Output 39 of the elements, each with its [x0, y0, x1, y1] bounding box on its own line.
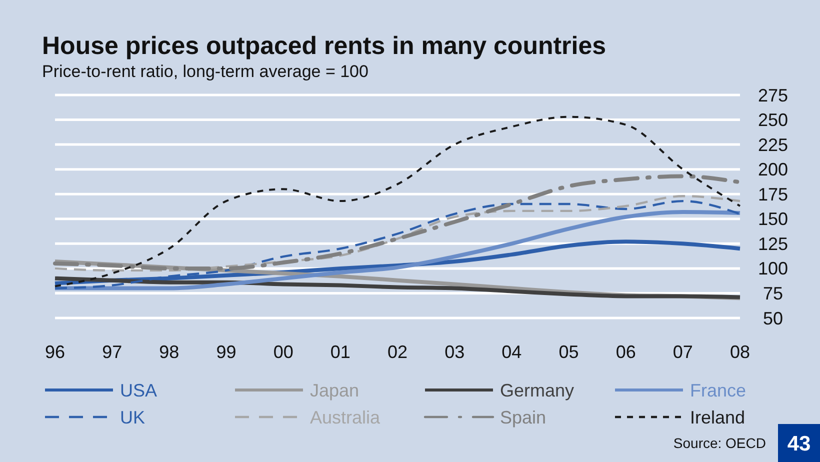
source-note: Source: OECD [673, 434, 766, 451]
text: 43 [787, 432, 811, 456]
x-tick-label: 99 [216, 342, 236, 362]
x-tick-label: 08 [730, 342, 750, 362]
x-tick-label: 01 [330, 342, 350, 362]
y-tick-label: 125 [758, 234, 788, 254]
y-tick-label: 175 [758, 184, 788, 204]
y-tick-label: 275 [758, 85, 788, 106]
line-series [54, 116, 741, 288]
x-tick-label: 96 [44, 342, 66, 362]
y-tick-label: 100 [758, 258, 788, 279]
y-tick-label: 225 [758, 134, 788, 155]
x-tick-label: 97 [102, 342, 122, 362]
x-tick-label: 98 [159, 342, 180, 362]
x-tick-label: 00 [273, 342, 294, 362]
y-tick-label: 75 [762, 284, 784, 304]
legend-label: Ireland [690, 407, 746, 428]
line-series [54, 194, 742, 272]
line-series [53, 276, 742, 300]
x-tick-label: 02 [387, 342, 408, 362]
chart-title: House prices outpaced rents in many countries [42, 32, 606, 60]
y-tick-label: 50 [762, 308, 784, 328]
y-tick-label: 150 [758, 209, 788, 230]
legend-label: UK [120, 407, 146, 428]
legend-label: Australia [310, 407, 382, 428]
chart-subtitle: Price-to-rent ratio, long-term average = 100 [42, 62, 368, 81]
x-tick-label: 03 [444, 342, 465, 362]
line-series [53, 174, 742, 270]
legend-label: USA [120, 380, 158, 400]
legend-label: Spain [500, 407, 546, 428]
y-tick-label: 200 [758, 160, 788, 180]
legend-label: Japan [310, 380, 360, 400]
x-tick-label: 05 [558, 342, 579, 362]
x-tick-label: 07 [672, 342, 693, 362]
x-tick-label: 06 [616, 342, 636, 362]
y-tick-label: 250 [758, 110, 788, 130]
legend-label: France [690, 380, 746, 400]
x-tick-label: 04 [502, 342, 522, 362]
legend-label: Germany [500, 380, 574, 400]
